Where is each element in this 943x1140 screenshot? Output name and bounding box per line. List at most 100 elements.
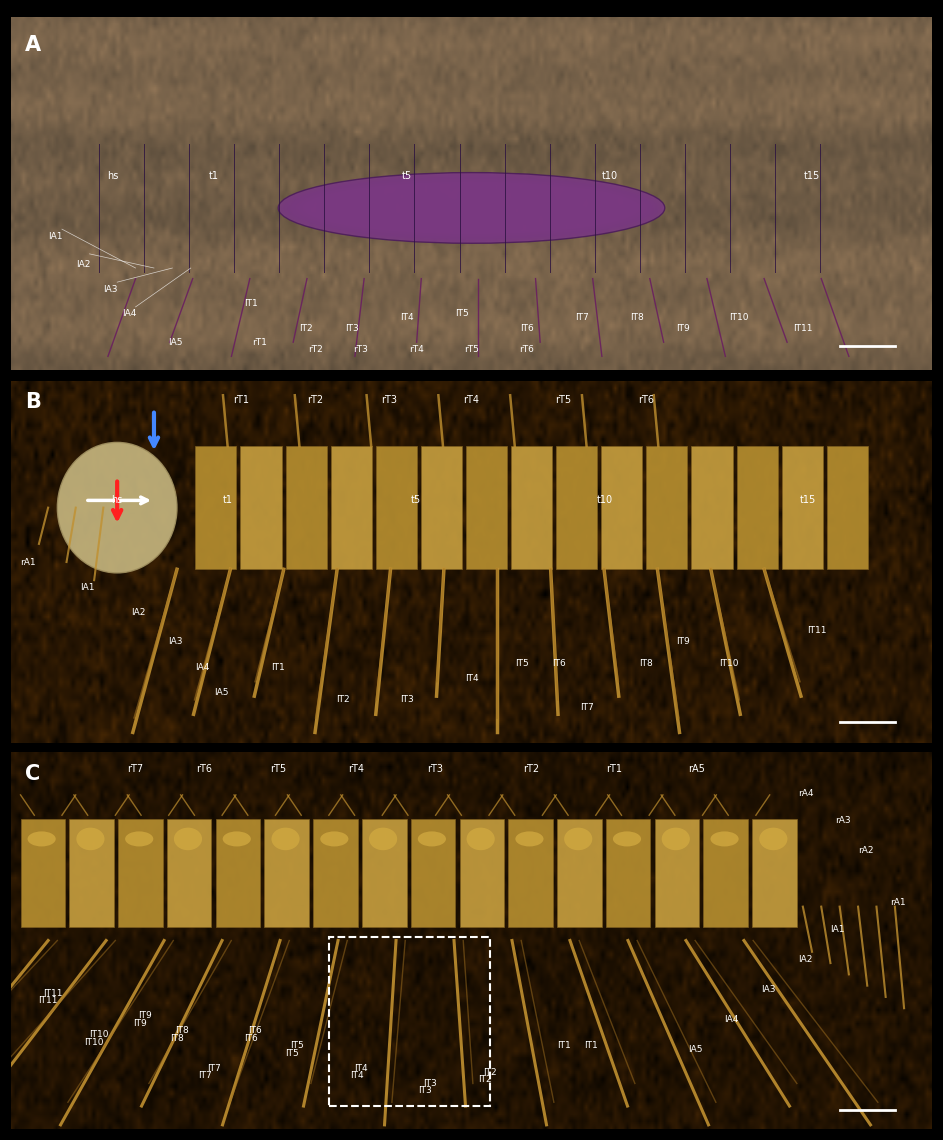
Text: lA2: lA2 [75, 260, 91, 269]
Text: lT7: lT7 [580, 702, 593, 711]
Bar [421, 446, 462, 569]
Text: lA3: lA3 [104, 285, 118, 294]
Text: IT3: IT3 [419, 1086, 432, 1096]
Bar [195, 446, 237, 569]
Ellipse shape [291, 178, 652, 238]
Ellipse shape [280, 173, 663, 243]
Text: IT4: IT4 [350, 1072, 363, 1081]
Bar [602, 446, 642, 569]
Text: rA2: rA2 [858, 846, 873, 855]
Ellipse shape [284, 174, 659, 241]
Bar [118, 819, 163, 927]
Text: lT5: lT5 [515, 659, 529, 668]
Text: rT2: rT2 [307, 344, 323, 353]
Text: lA5: lA5 [214, 689, 228, 697]
Text: lT10: lT10 [720, 659, 739, 668]
Bar [654, 819, 700, 927]
Text: hs: hs [107, 171, 118, 181]
Bar [782, 446, 822, 569]
Ellipse shape [285, 176, 658, 241]
Bar [508, 819, 553, 927]
Ellipse shape [58, 442, 177, 573]
Text: t1: t1 [223, 496, 233, 505]
Bar [375, 446, 417, 569]
Ellipse shape [294, 179, 649, 237]
Text: IT1: IT1 [556, 1041, 571, 1050]
Text: rT3: rT3 [381, 396, 397, 405]
Text: IT8: IT8 [170, 1034, 184, 1043]
Text: lT5: lT5 [290, 1041, 304, 1050]
Bar [753, 819, 797, 927]
Ellipse shape [298, 180, 645, 236]
Text: lT6: lT6 [520, 324, 534, 333]
Text: lT7: lT7 [207, 1064, 221, 1073]
Text: lA4: lA4 [122, 309, 136, 318]
Text: lT11: lT11 [43, 988, 62, 998]
Text: IT9: IT9 [133, 1019, 147, 1028]
Text: hs: hs [111, 496, 123, 505]
Text: IT6: IT6 [243, 1034, 257, 1043]
Text: rT3: rT3 [354, 344, 369, 353]
Text: lA3: lA3 [761, 985, 776, 994]
Text: lT6: lT6 [552, 659, 566, 668]
Bar [511, 446, 553, 569]
Ellipse shape [292, 178, 651, 238]
Ellipse shape [278, 172, 665, 243]
Text: rA4: rA4 [798, 789, 814, 798]
Bar [313, 819, 357, 927]
Text: rT4: rT4 [464, 396, 479, 405]
Text: rA1: rA1 [21, 557, 36, 567]
Ellipse shape [418, 831, 446, 846]
Ellipse shape [301, 181, 642, 235]
Ellipse shape [297, 179, 646, 236]
Ellipse shape [290, 177, 653, 239]
Text: IT5: IT5 [285, 1049, 299, 1058]
Ellipse shape [302, 181, 641, 235]
Bar [329, 937, 490, 1106]
Text: IT2: IT2 [478, 1075, 492, 1084]
Text: lT9: lT9 [676, 324, 690, 333]
Ellipse shape [299, 180, 644, 236]
Bar [736, 446, 778, 569]
Bar [216, 819, 260, 927]
Ellipse shape [125, 831, 154, 846]
Text: B: B [25, 392, 41, 412]
Text: lT8: lT8 [174, 1026, 189, 1035]
Bar [459, 819, 505, 927]
Bar [646, 446, 687, 569]
Ellipse shape [662, 828, 690, 850]
Ellipse shape [613, 831, 641, 846]
Text: t5: t5 [402, 171, 412, 181]
Bar [264, 819, 309, 927]
Text: lT3: lT3 [423, 1078, 437, 1088]
Ellipse shape [306, 182, 637, 233]
Bar [286, 446, 326, 569]
Ellipse shape [564, 828, 592, 850]
Text: C: C [25, 764, 41, 783]
Text: lT9: lT9 [676, 637, 690, 646]
Text: rT6: rT6 [196, 764, 212, 774]
Text: lT8: lT8 [639, 659, 653, 668]
Text: lA2: lA2 [798, 955, 813, 963]
Text: rT3: rT3 [426, 764, 442, 774]
Bar [466, 446, 507, 569]
Text: rT5: rT5 [555, 396, 571, 405]
Text: rT4: rT4 [409, 344, 423, 353]
Ellipse shape [304, 181, 639, 234]
Text: lT8: lT8 [630, 314, 644, 321]
Bar [605, 819, 651, 927]
Ellipse shape [307, 184, 636, 233]
Ellipse shape [305, 182, 638, 234]
Text: lT1: lT1 [243, 299, 257, 308]
Ellipse shape [278, 172, 665, 243]
Ellipse shape [282, 174, 661, 242]
Text: rA3: rA3 [835, 815, 851, 824]
Ellipse shape [283, 174, 660, 242]
Text: lT2: lT2 [483, 1068, 497, 1076]
Text: lA3: lA3 [168, 637, 182, 646]
Text: lT4: lT4 [465, 674, 478, 683]
Text: rT5: rT5 [270, 764, 287, 774]
Text: rT1: rT1 [606, 764, 622, 774]
Bar [691, 446, 733, 569]
Bar [411, 819, 455, 927]
